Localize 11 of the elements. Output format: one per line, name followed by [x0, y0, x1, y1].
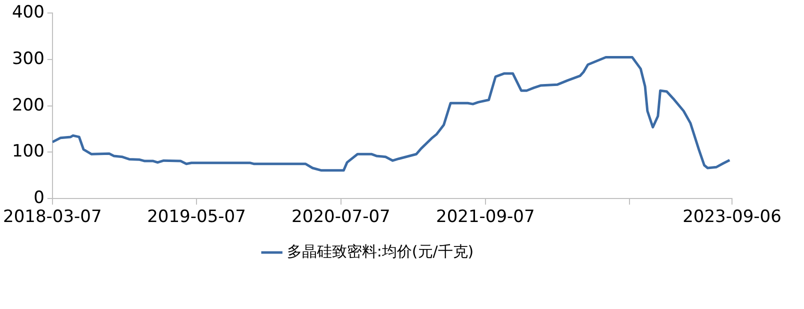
legend-label: 多晶硅致密料:均价(元/千克) — [286, 242, 474, 260]
x-tick-label: 2021-09-07 — [436, 207, 535, 228]
x-tick-label: 2020-07-07 — [292, 207, 390, 228]
x-tick-label: 2018-03-07 — [3, 207, 102, 228]
y-tick-label: 200 — [12, 95, 44, 116]
y-tick-label: 400 — [12, 2, 44, 23]
y-tick-label: 100 — [12, 142, 44, 162]
x-tick-label: 2023-09-06 — [682, 207, 782, 228]
y-tick-label: 300 — [12, 48, 44, 69]
y-tick-label: 0 — [34, 188, 44, 208]
x-tick-label: 2019-05-07 — [147, 207, 246, 228]
